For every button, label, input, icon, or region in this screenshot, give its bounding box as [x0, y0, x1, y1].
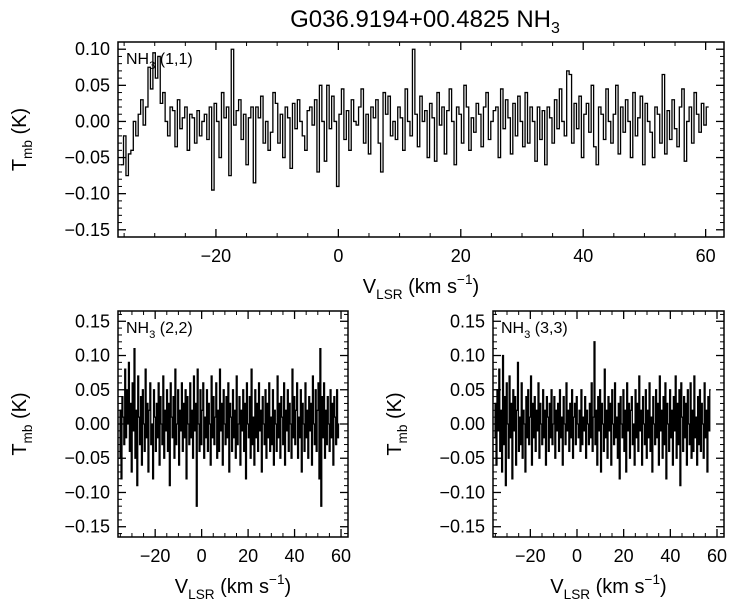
y-tick-label: 0.00: [75, 111, 110, 131]
spectrum-line: [119, 348, 340, 507]
x-axis-label-main: V: [175, 576, 189, 598]
panel-nh3-22: −20 0 20 40 60 0.15 0.10 0.05 0.00 −0.05 −0.10 −0.1…: [9, 310, 351, 600]
panel-label: NH3 (1,1): [126, 51, 193, 72]
x-tick-label: 60: [331, 546, 351, 566]
y-tick-label: 0.10: [450, 346, 485, 366]
x-axis-label-sup: −1: [457, 272, 473, 287]
y-tick-label: −0.15: [439, 517, 485, 537]
x-tick-label: 0: [333, 246, 343, 266]
x-tick-label: 20: [238, 546, 258, 566]
panel-label-rest: (2,2): [155, 320, 192, 337]
y-tick-label: 0.05: [75, 75, 110, 95]
figure-title: G036.9194+00.4825 NH3: [290, 6, 560, 37]
y-tick-label: 0.10: [75, 39, 110, 59]
y-axis-label-rest: (K): [384, 392, 406, 424]
y-axis-label-rest: (K): [9, 108, 31, 140]
panel-label: NH3 (2,2): [126, 320, 193, 341]
x-axis-label-end: ): [285, 576, 292, 598]
x-axis-label-rest: (km s: [590, 576, 644, 598]
y-axis-label-sub: mb: [20, 140, 35, 159]
y-axis-label: Tmb (K): [9, 108, 35, 171]
x-axis-label: VLSR (km s−1): [175, 572, 291, 600]
panel-label-rest: (3,3): [530, 320, 567, 337]
panel-label-main: NH: [126, 320, 149, 337]
y-tick-label: −0.15: [64, 517, 110, 537]
x-tick-label: −20: [201, 246, 232, 266]
y-tick-label: −0.10: [439, 482, 485, 502]
x-tick-label: 0: [572, 546, 582, 566]
x-tick-label: 60: [696, 246, 716, 266]
y-axis-label-main: T: [384, 443, 406, 455]
spectrum-line: [121, 48, 709, 191]
y-axis-label-sub: mb: [20, 425, 35, 444]
x-axis-label: VLSR (km s−1): [363, 272, 479, 302]
x-axis-label-rest: (km s: [403, 276, 457, 298]
y-tick-label: −0.10: [64, 184, 110, 204]
x-tick-label: 0: [197, 546, 207, 566]
x-axis-label-main: V: [363, 276, 377, 298]
x-axis-label-end: ): [660, 576, 667, 598]
x-tick-label: 20: [614, 546, 634, 566]
x-axis-label-rest: (km s: [215, 576, 269, 598]
x-axis-label-sub: LSR: [188, 587, 215, 600]
spectrum-line: [494, 341, 711, 487]
y-tick-label: −0.05: [64, 448, 110, 468]
panel-nh3-11: −20 0 20 40 60 0.10 0.05 0.00 −0.05 −0.10 −0.15 NH3…: [9, 39, 725, 302]
x-tick-label: 40: [573, 246, 593, 266]
y-axis-label-main: T: [9, 159, 31, 171]
y-tick-label: 0.05: [450, 380, 485, 400]
panel-label-sub: 3: [149, 60, 155, 72]
x-tick-label: 40: [660, 546, 680, 566]
x-tick-label: 20: [451, 246, 471, 266]
y-tick-label: 0.15: [75, 311, 110, 331]
y-axis-label: Tmb (K): [9, 392, 35, 455]
x-tick-label: −20: [515, 546, 546, 566]
panel-label-sub: 3: [524, 329, 530, 341]
y-tick-label: −0.05: [439, 448, 485, 468]
x-axis-label-sub: LSR: [376, 287, 403, 302]
y-tick-label: 0.00: [450, 414, 485, 434]
x-axis-label-main: V: [550, 576, 564, 598]
panel-nh3-33: −20 0 20 40 60 0.15 0.10 0.05 0.00 −0.05 −0.10 −0.1…: [384, 310, 727, 600]
x-axis-label-sup: −1: [645, 572, 661, 587]
y-tick-label: 0.00: [75, 414, 110, 434]
x-tick-label: 40: [285, 546, 305, 566]
x-axis-label-end: ): [473, 276, 480, 298]
y-tick-label: 0.05: [75, 380, 110, 400]
y-tick-label: −0.05: [64, 148, 110, 168]
x-axis-label: VLSR (km s−1): [550, 572, 666, 600]
title-main-text: G036.9194+00.4825 NH: [290, 6, 551, 33]
x-tick-label: −20: [140, 546, 171, 566]
x-axis-label-sub: LSR: [564, 587, 591, 600]
panel-label-rest: (1,1): [155, 51, 192, 68]
y-axis-label-rest: (K): [9, 392, 31, 424]
y-tick-label: −0.10: [64, 482, 110, 502]
y-tick-label: 0.10: [75, 346, 110, 366]
panel-label: NH3 (3,3): [501, 320, 568, 341]
panel-label-main: NH: [126, 51, 149, 68]
y-tick-label: −0.15: [64, 220, 110, 240]
panel-label-sub: 3: [149, 329, 155, 341]
y-axis-label-main: T: [9, 443, 31, 455]
y-axis-label: Tmb (K): [384, 392, 410, 455]
x-tick-label: 60: [707, 546, 727, 566]
panel-label-main: NH: [501, 320, 524, 337]
y-tick-label: 0.15: [450, 311, 485, 331]
title-subscript: 3: [551, 20, 560, 37]
x-axis-label-sup: −1: [269, 572, 285, 587]
plot-frame: [117, 41, 725, 238]
y-axis-label-sub: mb: [395, 425, 410, 444]
